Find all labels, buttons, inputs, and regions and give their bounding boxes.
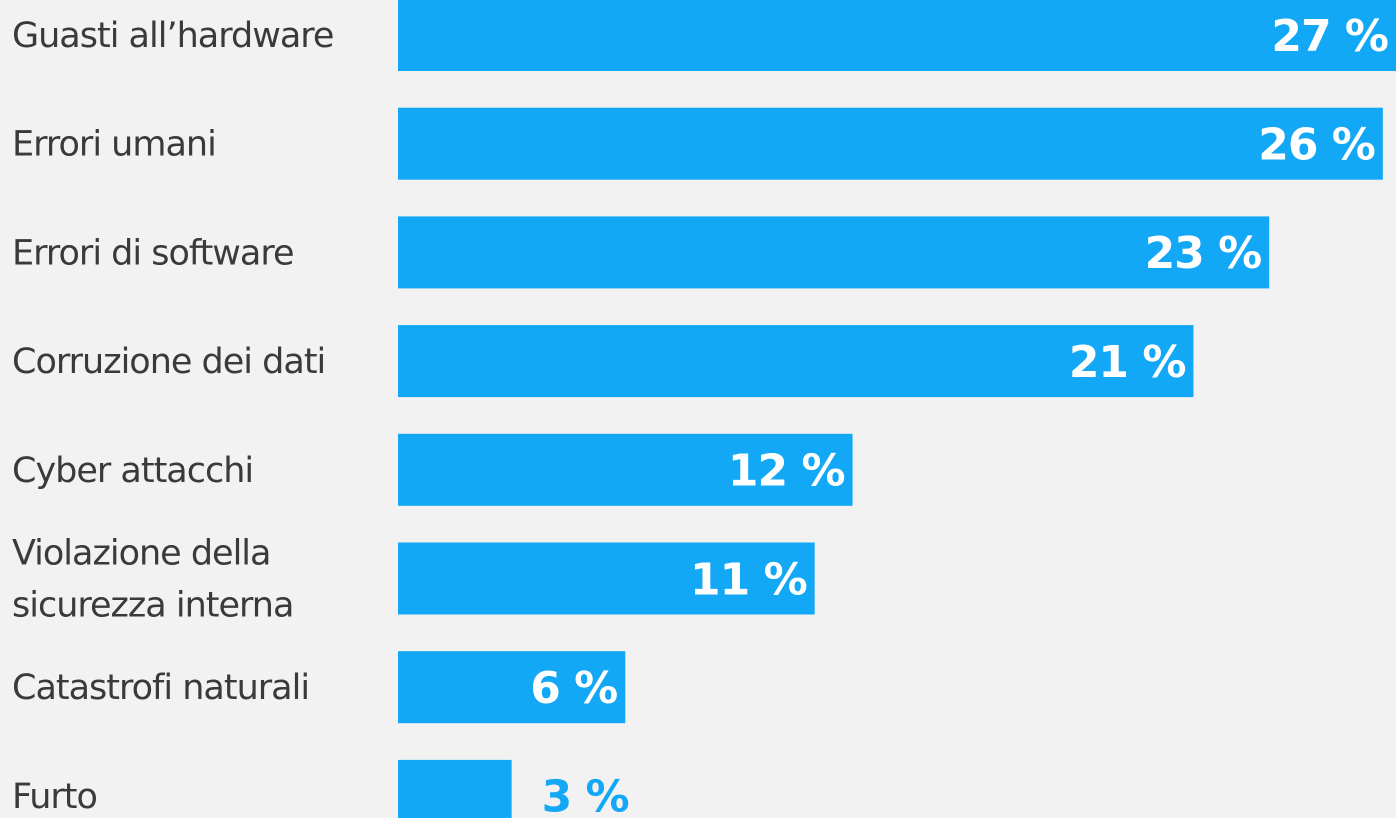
category-label: Guasti all’hardware xyxy=(12,16,333,56)
category-label: Errori di software xyxy=(12,233,294,273)
category-label: Errori umani xyxy=(12,125,216,165)
bar xyxy=(398,542,815,615)
bar xyxy=(398,216,1270,289)
bar xyxy=(398,651,626,724)
value-label: 12 % xyxy=(728,446,845,497)
bar xyxy=(398,759,512,818)
bar xyxy=(398,325,1194,398)
value-labels: 27 % 26 % 23 % 21 % 12 % 11 % 6 % 3 % xyxy=(530,11,1389,818)
value-label: 6 % xyxy=(530,663,617,714)
value-label: 27 % xyxy=(1271,11,1388,62)
value-label: 11 % xyxy=(690,554,807,605)
bar xyxy=(398,433,853,506)
category-label: Violazione della sicurezza interna xyxy=(12,534,293,626)
bars xyxy=(398,0,1396,818)
bar xyxy=(398,107,1383,180)
category-label: Corruzione dei dati xyxy=(12,342,325,382)
category-label: Furto xyxy=(12,777,97,817)
value-label: 21 % xyxy=(1069,337,1186,388)
value-label: 23 % xyxy=(1145,228,1262,279)
category-label: Catastrofi naturali xyxy=(12,668,309,708)
bar xyxy=(398,0,1396,71)
value-label: 3 % xyxy=(542,772,629,818)
category-labels: Guasti all’hardware Errori umani Errori di… xyxy=(12,16,334,817)
category-label: Cyber attacchi xyxy=(12,451,253,491)
value-label: 26 % xyxy=(1258,120,1375,171)
